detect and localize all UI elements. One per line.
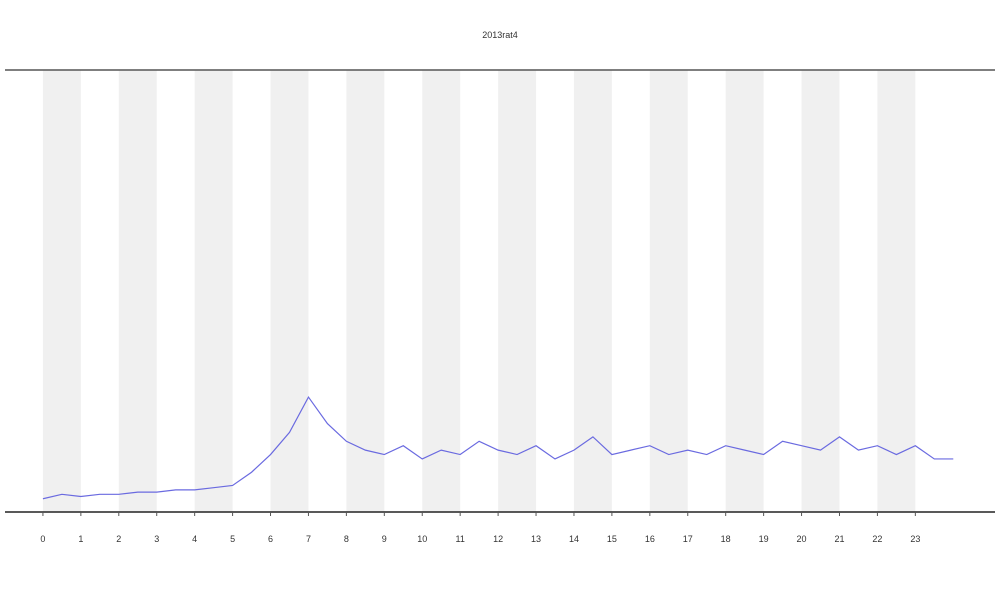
x-tick-label: 20	[797, 534, 807, 544]
x-tick-label: 18	[721, 534, 731, 544]
x-tick-label: 0	[40, 534, 45, 544]
band	[194, 70, 233, 512]
band	[346, 70, 385, 512]
x-tick-label: 17	[683, 534, 693, 544]
band	[118, 70, 157, 512]
x-tick-label: 23	[910, 534, 920, 544]
x-tick-label: 19	[759, 534, 769, 544]
x-tick-label: 1	[78, 534, 83, 544]
band	[877, 70, 916, 512]
band	[725, 70, 764, 512]
x-tick-label: 7	[306, 534, 311, 544]
x-tick-label: 16	[645, 534, 655, 544]
x-tick-label: 11	[456, 534, 465, 544]
x-tick-label: 12	[493, 534, 503, 544]
band	[270, 70, 309, 512]
band	[649, 70, 688, 512]
band	[801, 70, 840, 512]
x-tick-label: 8	[344, 534, 349, 544]
x-tick-label: 10	[417, 534, 427, 544]
band	[498, 70, 537, 512]
x-tick-label: 15	[607, 534, 617, 544]
x-tick-label: 3	[154, 534, 159, 544]
x-tick-label: 13	[531, 534, 541, 544]
x-tick-label: 14	[569, 534, 579, 544]
x-tick-label: 2	[116, 534, 121, 544]
band	[573, 70, 612, 512]
data-line	[42, 395, 954, 500]
band	[422, 70, 461, 512]
x-tick-label: 6	[268, 534, 273, 544]
x-tick-label: 22	[872, 534, 882, 544]
x-tick-label: 21	[834, 534, 844, 544]
band	[42, 70, 81, 512]
x-tick-label: 4	[192, 534, 197, 544]
x-tick-label: 9	[382, 534, 387, 544]
x-tick-label: 5	[230, 534, 235, 544]
chart-title: 2013rat4	[482, 30, 518, 40]
